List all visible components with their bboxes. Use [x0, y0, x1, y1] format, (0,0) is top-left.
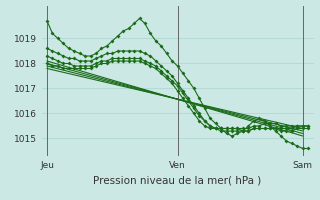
X-axis label: Pression niveau de la mer( hPa ): Pression niveau de la mer( hPa ) — [93, 175, 262, 185]
